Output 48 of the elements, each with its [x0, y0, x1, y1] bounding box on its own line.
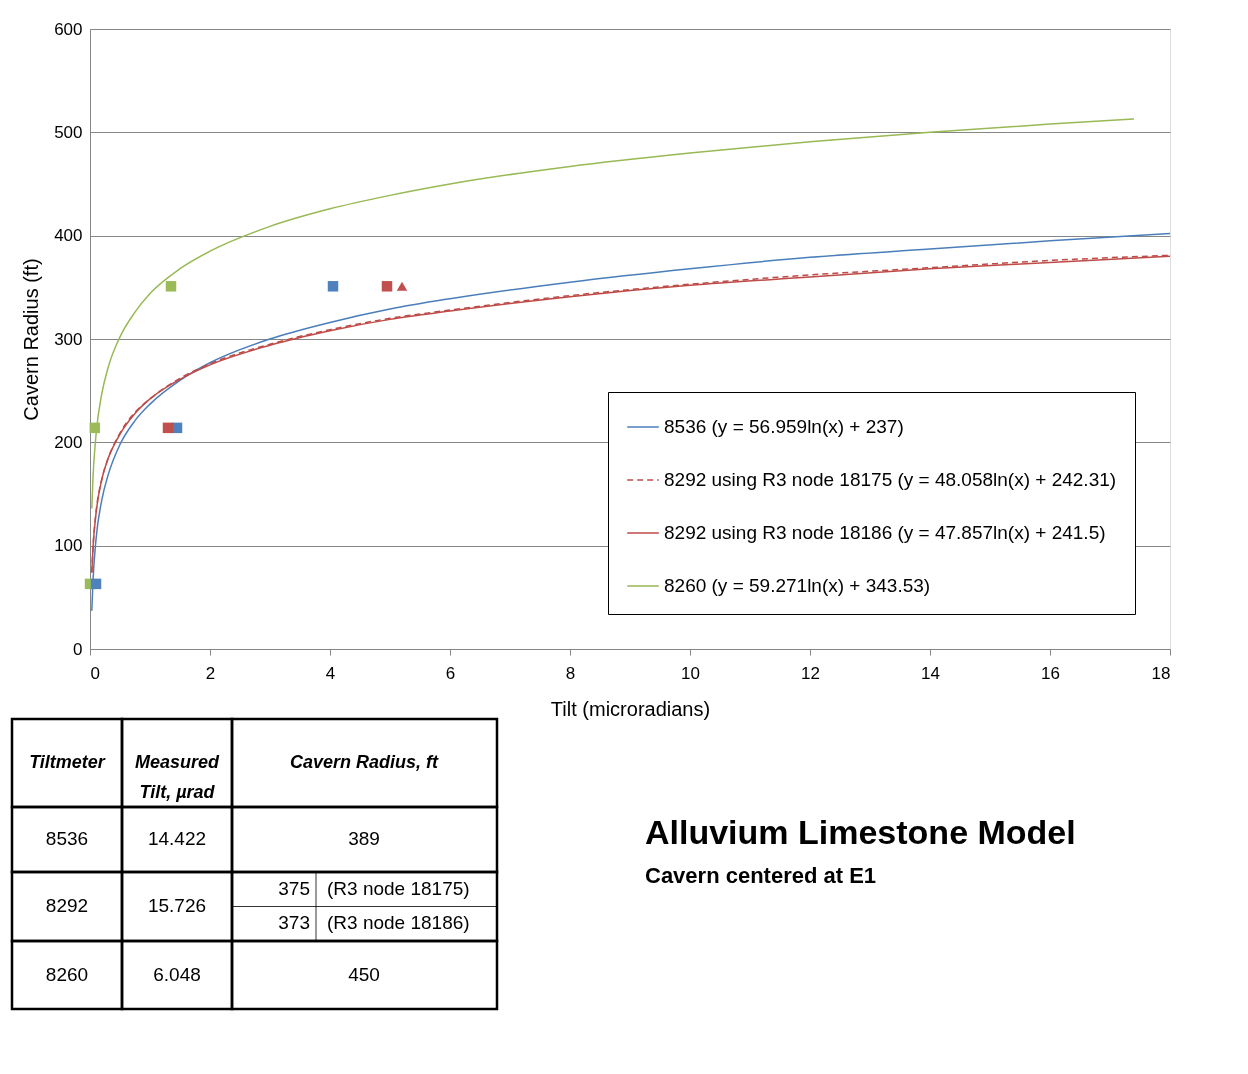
text: (R3 node 18186) — [327, 912, 470, 933]
x-tick-label: 18 — [1151, 663, 1171, 683]
point — [381, 281, 393, 292]
point — [396, 281, 408, 291]
y-tick-label: 0 — [73, 639, 83, 659]
text: Cavern centered at E1 — [645, 863, 877, 888]
x-tick-label: 10 — [681, 663, 700, 683]
text: 450 — [348, 964, 380, 985]
y-tick-label: 100 — [54, 536, 83, 556]
point — [90, 578, 102, 590]
text: 375 — [278, 878, 310, 899]
legend-label: 8292 using R3 node 18186 (y = 47.857ln(x) + 241.5) — [664, 522, 1106, 543]
y-tick-label: 400 — [54, 226, 83, 246]
text: 389 — [348, 828, 380, 849]
text: 373 — [278, 912, 310, 933]
legend-label: 8292 using R3 node 18175 (y = 48.058ln(x) + 242.31) — [664, 469, 1117, 490]
legend-label: 8536 (y = 56.959ln(x) + 237) — [664, 416, 904, 437]
point — [162, 422, 174, 434]
x-tick-label: 4 — [325, 663, 336, 683]
text: Tiltmeter — [29, 752, 106, 772]
y-tick-label: 500 — [54, 122, 83, 142]
y-tick-label: 200 — [54, 432, 83, 452]
text: 8536 — [45, 828, 89, 849]
y-tick-label: 300 — [54, 329, 83, 349]
text: 15.726 — [147, 895, 207, 916]
text: 8260 — [45, 964, 89, 985]
y-tick-label: 600 — [54, 19, 83, 39]
x-tick-label: 0 — [90, 663, 100, 683]
point — [327, 281, 339, 292]
text: 6.048 — [153, 964, 201, 985]
text: (R3 node 18175) — [327, 878, 470, 899]
x-tick-label: 6 — [445, 663, 456, 683]
text: Measured Tilt, µrad — [134, 752, 221, 802]
point — [165, 281, 177, 292]
x-axis-title: Tilt (microradians) — [550, 697, 711, 720]
text: Cavern Radius, ft — [289, 752, 440, 772]
text: 8292 — [45, 895, 89, 916]
x-tick-label: 8 — [565, 663, 576, 683]
x-tick-label: 14 — [921, 663, 940, 683]
point — [89, 422, 101, 434]
text: 14.422 — [147, 828, 207, 849]
x-tick-label: 2 — [205, 663, 216, 683]
line-series — [91, 118, 1135, 510]
y-axis-title: Cavern Radius (ft) — [20, 258, 43, 421]
x-tick-label: 12 — [801, 663, 820, 683]
text: Alluvium Limestone Model — [645, 813, 1076, 851]
legend-label: 8260 (y = 59.271ln(x) + 343.53) — [664, 575, 931, 596]
x-tick-label: 16 — [1041, 663, 1060, 683]
